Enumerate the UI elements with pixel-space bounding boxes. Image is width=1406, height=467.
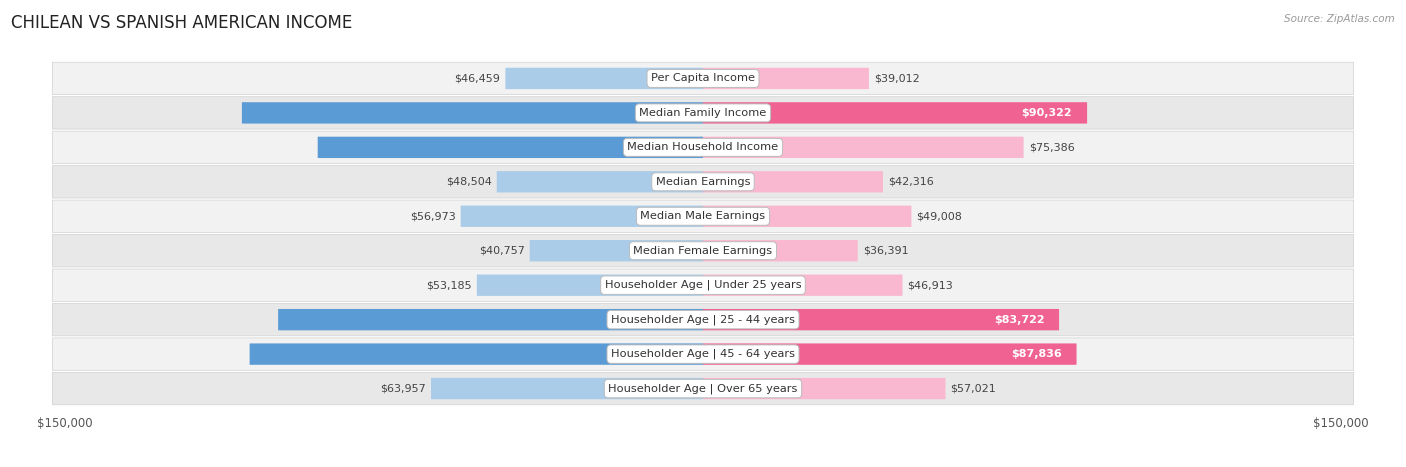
Text: Householder Age | 45 - 64 years: Householder Age | 45 - 64 years <box>612 349 794 359</box>
FancyBboxPatch shape <box>250 343 703 365</box>
FancyBboxPatch shape <box>278 309 703 330</box>
Text: Householder Age | 25 - 44 years: Householder Age | 25 - 44 years <box>612 314 794 325</box>
FancyBboxPatch shape <box>703 137 1024 158</box>
Text: $36,391: $36,391 <box>863 246 908 256</box>
Text: Median Family Income: Median Family Income <box>640 108 766 118</box>
Text: $108,429: $108,429 <box>675 108 734 118</box>
Text: $75,386: $75,386 <box>1029 142 1074 152</box>
Text: $40,757: $40,757 <box>478 246 524 256</box>
FancyBboxPatch shape <box>505 68 703 89</box>
Text: $57,021: $57,021 <box>950 383 997 394</box>
Text: $99,900: $99,900 <box>678 315 728 325</box>
FancyBboxPatch shape <box>496 171 703 192</box>
FancyBboxPatch shape <box>52 97 1354 129</box>
Text: $56,973: $56,973 <box>411 211 456 221</box>
Text: $39,012: $39,012 <box>875 73 920 84</box>
FancyBboxPatch shape <box>703 343 1077 365</box>
Text: Median Household Income: Median Household Income <box>627 142 779 152</box>
FancyBboxPatch shape <box>530 240 703 262</box>
FancyBboxPatch shape <box>703 378 945 399</box>
Text: $46,459: $46,459 <box>454 73 501 84</box>
Text: $87,836: $87,836 <box>1011 349 1062 359</box>
FancyBboxPatch shape <box>432 378 703 399</box>
FancyBboxPatch shape <box>52 269 1354 301</box>
Text: $48,504: $48,504 <box>446 177 492 187</box>
Legend: Chilean, Spanish American: Chilean, Spanish American <box>599 464 807 467</box>
FancyBboxPatch shape <box>477 275 703 296</box>
Text: $90,322: $90,322 <box>1021 108 1071 118</box>
FancyBboxPatch shape <box>52 62 1354 95</box>
FancyBboxPatch shape <box>242 102 703 124</box>
FancyBboxPatch shape <box>703 309 1059 330</box>
FancyBboxPatch shape <box>52 234 1354 267</box>
FancyBboxPatch shape <box>52 338 1354 370</box>
Text: $42,316: $42,316 <box>889 177 934 187</box>
FancyBboxPatch shape <box>52 166 1354 198</box>
Text: Median Female Earnings: Median Female Earnings <box>634 246 772 256</box>
FancyBboxPatch shape <box>703 205 911 227</box>
FancyBboxPatch shape <box>703 171 883 192</box>
FancyBboxPatch shape <box>703 240 858 262</box>
Text: CHILEAN VS SPANISH AMERICAN INCOME: CHILEAN VS SPANISH AMERICAN INCOME <box>11 14 353 32</box>
Text: $90,605: $90,605 <box>681 142 731 152</box>
FancyBboxPatch shape <box>703 275 903 296</box>
Text: $63,957: $63,957 <box>380 383 426 394</box>
Text: $106,611: $106,611 <box>676 349 734 359</box>
Text: Median Male Earnings: Median Male Earnings <box>641 211 765 221</box>
Text: Source: ZipAtlas.com: Source: ZipAtlas.com <box>1284 14 1395 24</box>
Text: $49,008: $49,008 <box>917 211 962 221</box>
FancyBboxPatch shape <box>461 205 703 227</box>
Text: $53,185: $53,185 <box>426 280 472 290</box>
Text: $83,722: $83,722 <box>994 315 1045 325</box>
Text: Householder Age | Over 65 years: Householder Age | Over 65 years <box>609 383 797 394</box>
FancyBboxPatch shape <box>52 372 1354 405</box>
Text: Median Earnings: Median Earnings <box>655 177 751 187</box>
FancyBboxPatch shape <box>52 304 1354 336</box>
Text: Householder Age | Under 25 years: Householder Age | Under 25 years <box>605 280 801 290</box>
FancyBboxPatch shape <box>703 102 1087 124</box>
FancyBboxPatch shape <box>52 131 1354 163</box>
Text: $46,913: $46,913 <box>908 280 953 290</box>
FancyBboxPatch shape <box>52 200 1354 233</box>
FancyBboxPatch shape <box>703 68 869 89</box>
Text: Per Capita Income: Per Capita Income <box>651 73 755 84</box>
FancyBboxPatch shape <box>318 137 703 158</box>
